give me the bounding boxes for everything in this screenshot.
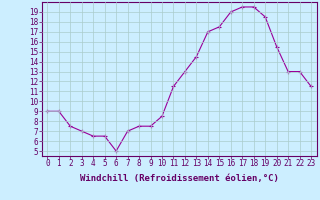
X-axis label: Windchill (Refroidissement éolien,°C): Windchill (Refroidissement éolien,°C) [80, 174, 279, 183]
